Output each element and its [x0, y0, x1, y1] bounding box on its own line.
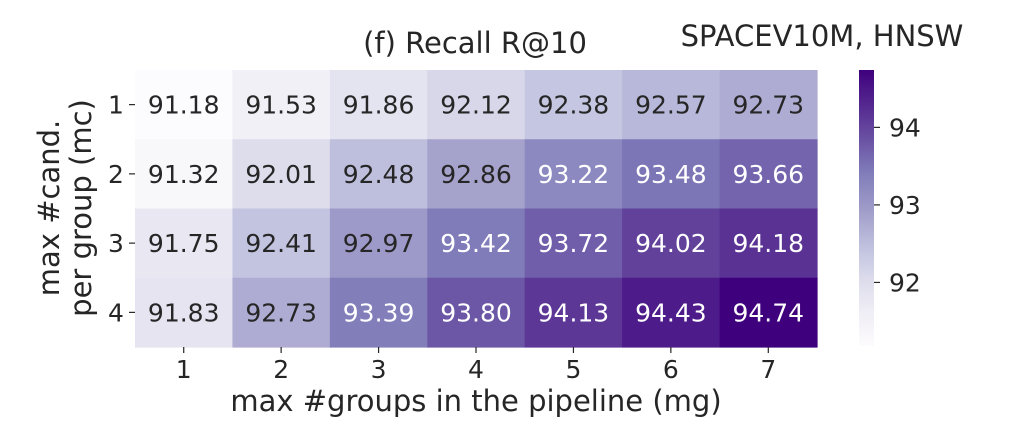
x-tick-labels: 1 2 3 4 5 6 7	[176, 347, 776, 384]
x-tick-label: 6	[663, 355, 679, 384]
heatmap-cell	[719, 208, 818, 279]
colorbar	[859, 70, 874, 346]
heatmap-cell	[622, 277, 721, 348]
heatmap-cell	[135, 139, 234, 210]
cell-value-label: 93.22	[538, 160, 610, 189]
cell-value-label: 91.32	[148, 160, 220, 189]
cell-value-label: 93.80	[440, 298, 512, 327]
heatmap-cell	[524, 70, 623, 140]
cell-value-label: 92.41	[245, 229, 317, 258]
heatmap-cell	[622, 208, 721, 279]
colorbar-ticks: 92 93 94	[874, 113, 921, 297]
colorbar-tick-label: 93	[889, 191, 921, 220]
cell-value-label: 92.86	[440, 160, 512, 189]
y-axis-label: max #cand.per group (mc)	[32, 99, 98, 317]
dataset-index-label: SPACEV10M, HNSW	[681, 19, 964, 53]
heatmap-cell	[135, 70, 234, 140]
x-tick-label: 3	[371, 355, 387, 384]
cell-value-label: 91.18	[148, 91, 220, 120]
heatmap-cell	[524, 208, 623, 279]
heatmap-cell	[622, 70, 721, 140]
cell-value-label: 93.39	[343, 298, 415, 327]
heatmap-cell	[329, 208, 428, 279]
cell-value-label: 92.38	[538, 91, 610, 120]
cell-value-label: 94.13	[538, 298, 610, 327]
heatmap-cell	[427, 208, 526, 279]
colorbar-tick-label: 94	[889, 113, 921, 142]
heatmap-cell	[427, 277, 526, 348]
cell-value-label: 92.73	[245, 298, 317, 327]
heatmap-cell	[719, 70, 818, 140]
heatmap-cell	[232, 70, 331, 140]
heatmap-cell	[719, 277, 818, 348]
x-tick-label: 2	[273, 355, 289, 384]
cell-value-label: 91.86	[343, 91, 415, 120]
colorbar-tick-label: 92	[889, 268, 921, 297]
x-tick-label: 7	[760, 355, 776, 384]
cell-value-label: 91.83	[148, 298, 220, 327]
heatmap-cell	[427, 70, 526, 140]
heatmap-cell	[329, 277, 428, 348]
cell-value-label: 93.42	[440, 229, 512, 258]
heatmap-cell	[232, 277, 331, 348]
heatmap-cells	[135, 70, 818, 348]
heatmap-cell	[524, 139, 623, 210]
heatmap-cell	[135, 277, 234, 348]
heatmap-cell	[329, 70, 428, 140]
x-tick-label: 5	[565, 355, 581, 384]
heatmap-cell	[232, 208, 331, 279]
y-axis-label-line: per group (mc)	[64, 99, 98, 317]
cell-value-label: 94.18	[733, 229, 805, 258]
cell-value-label: 92.12	[440, 91, 512, 120]
cell-value-label: 92.01	[245, 160, 317, 189]
cell-value-label: 91.75	[148, 229, 220, 258]
y-tick-label: 1	[108, 91, 124, 120]
chart-title: (f) Recall R@10	[363, 26, 587, 60]
cell-value-label: 93.66	[733, 160, 805, 189]
heatmap-cell	[329, 139, 428, 210]
heatmap-cell	[232, 139, 331, 210]
heatmap-value-labels: 91.18 91.53 91.86 92.12 92.38 92.57 92.73 91.32…	[148, 91, 804, 328]
heatmap-cell	[427, 139, 526, 210]
x-tick-label: 1	[176, 355, 192, 384]
y-tick-label: 4	[108, 298, 124, 327]
y-tick-labels: 1 2 3 4	[108, 91, 135, 327]
y-axis-label-line: max #cand.	[32, 120, 66, 296]
heatmap-cell	[135, 208, 234, 279]
cell-value-label: 92.48	[343, 160, 415, 189]
heatmap-cell	[719, 139, 818, 210]
cell-value-label: 92.57	[635, 91, 707, 120]
cell-value-label: 92.97	[343, 229, 415, 258]
heatmap-cell	[622, 139, 721, 210]
cell-value-label: 91.53	[245, 91, 317, 120]
cell-value-label: 94.02	[635, 229, 707, 258]
cell-value-label: 94.43	[635, 298, 707, 327]
x-axis-label: max #groups in the pipeline (mg)	[230, 384, 721, 418]
cell-value-label: 94.74	[733, 298, 805, 327]
heatmap-cell	[524, 277, 623, 348]
cell-value-label: 93.72	[538, 229, 610, 258]
cell-value-label: 93.48	[635, 160, 707, 189]
y-tick-label: 3	[108, 229, 124, 258]
cell-value-label: 92.73	[733, 91, 805, 120]
y-tick-label: 2	[108, 160, 124, 189]
x-tick-label: 4	[468, 355, 484, 384]
